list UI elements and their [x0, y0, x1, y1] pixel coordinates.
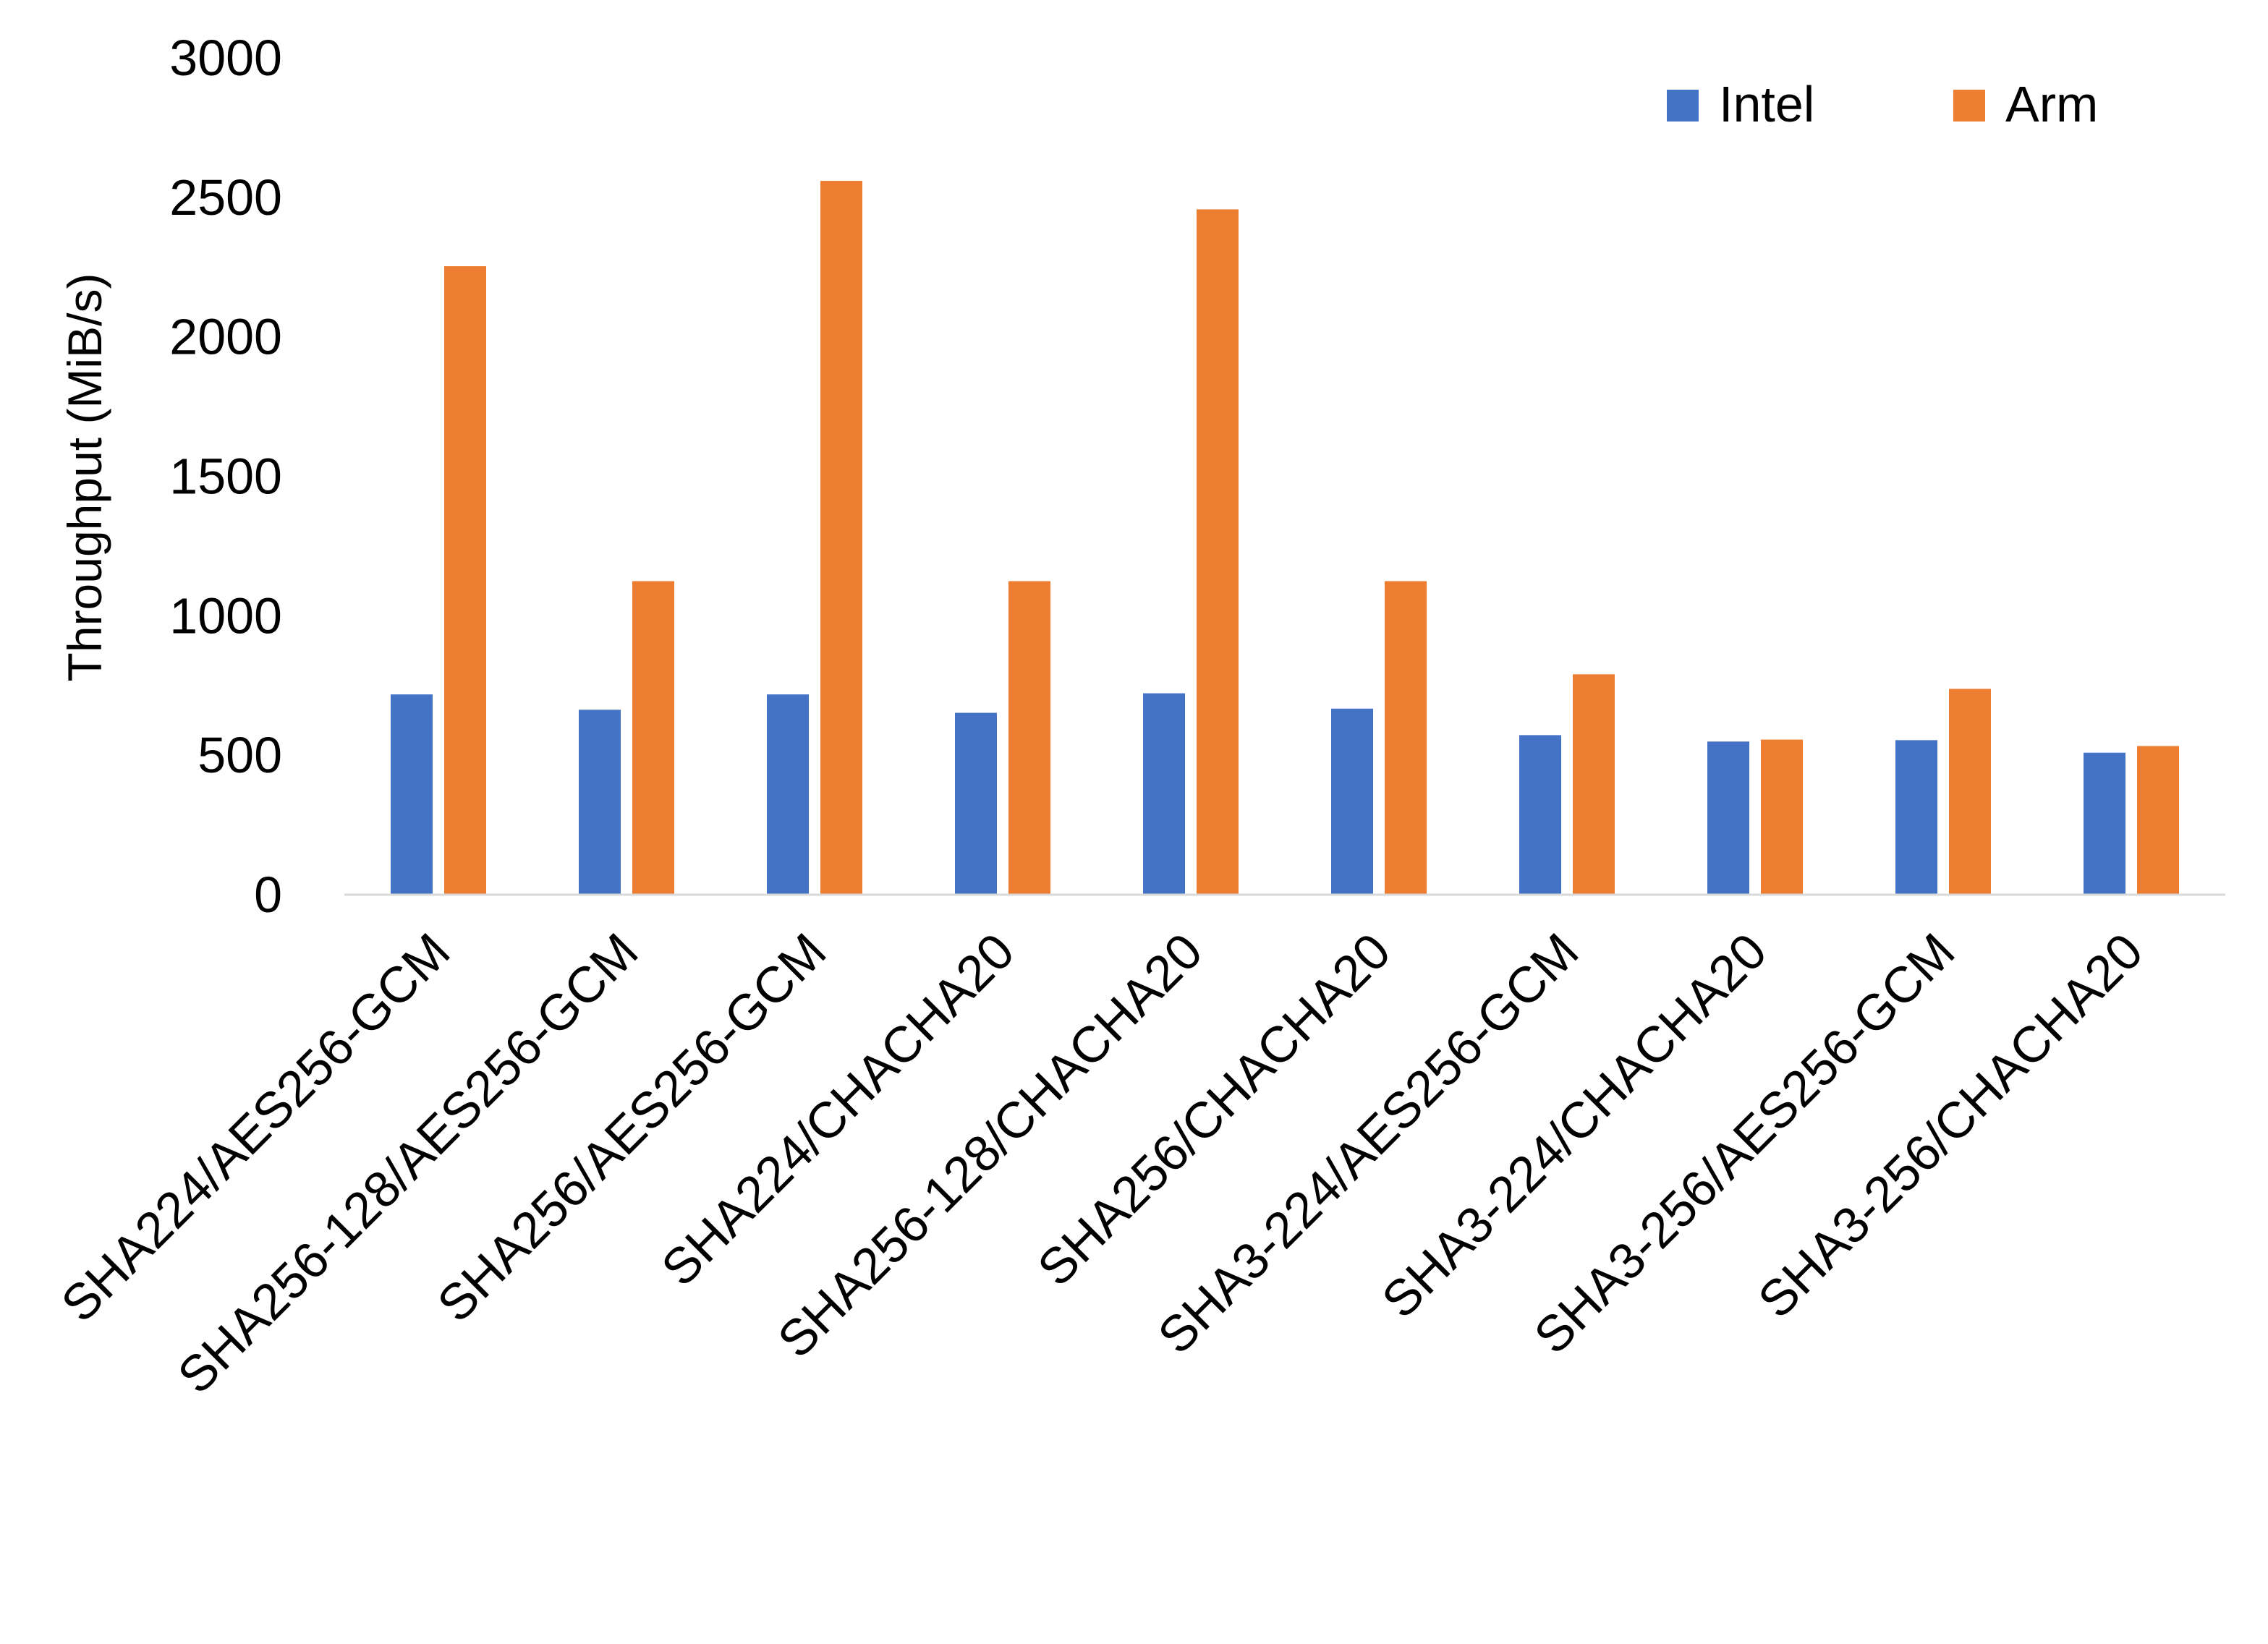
- bar-arm-5: [1385, 581, 1427, 895]
- legend: Intel Arm: [1667, 76, 2098, 132]
- legend-swatch-arm: [1953, 90, 1985, 122]
- legend-label-arm: Arm: [2005, 76, 2098, 132]
- x-tick-label: SHA224/AES256-GCM: [51, 922, 461, 1332]
- x-tick-label: SHA256/AES256-GCM: [427, 922, 837, 1332]
- x-tick-label: SHA3-256/CHACHA20: [1747, 922, 2153, 1328]
- x-axis-labels: SHA224/AES256-GCMSHA256-128/AES256-GCMSH…: [51, 922, 2154, 1404]
- bar-arm-8: [1949, 689, 1991, 895]
- bar-intel-6: [1519, 735, 1561, 895]
- y-axis-title: Throughput (MiB/s): [58, 273, 111, 682]
- bar-intel-0: [391, 694, 433, 895]
- y-tick-label: 2500: [169, 169, 282, 226]
- bar-intel-7: [1707, 741, 1749, 895]
- bar-intel-1: [579, 710, 621, 895]
- y-tick-label: 0: [254, 866, 282, 923]
- y-tick-label: 1000: [169, 587, 282, 644]
- y-axis-ticks: 0 500 1000 1500 2000 2500 3000: [169, 30, 282, 923]
- bars: [391, 181, 2179, 895]
- x-tick-label: SHA256/CHACHA20: [1027, 922, 1401, 1296]
- bar-arm-7: [1761, 739, 1803, 895]
- bar-arm-1: [632, 581, 674, 895]
- bar-arm-2: [820, 181, 862, 895]
- bar-arm-4: [1197, 209, 1239, 895]
- y-tick-label: 500: [198, 727, 282, 783]
- bar-intel-8: [1895, 740, 1937, 895]
- bar-intel-3: [955, 712, 997, 895]
- bar-arm-6: [1573, 674, 1615, 895]
- bar-arm-9: [2137, 746, 2179, 895]
- bar-arm-3: [1008, 581, 1050, 895]
- legend-swatch-intel: [1667, 90, 1699, 122]
- legend-label-intel: Intel: [1719, 76, 1814, 132]
- bar-arm-0: [444, 266, 486, 895]
- bar-intel-4: [1143, 693, 1185, 895]
- bar-intel-2: [767, 694, 809, 895]
- x-tick-label: SHA224/CHACHA20: [650, 922, 1024, 1296]
- y-tick-label: 2000: [169, 309, 282, 365]
- y-tick-label: 1500: [169, 448, 282, 505]
- y-tick-label: 3000: [169, 30, 282, 86]
- bar-intel-5: [1331, 708, 1373, 895]
- x-tick-label: SHA3-224/CHACHA20: [1371, 922, 1777, 1328]
- bar-intel-9: [2084, 752, 2125, 895]
